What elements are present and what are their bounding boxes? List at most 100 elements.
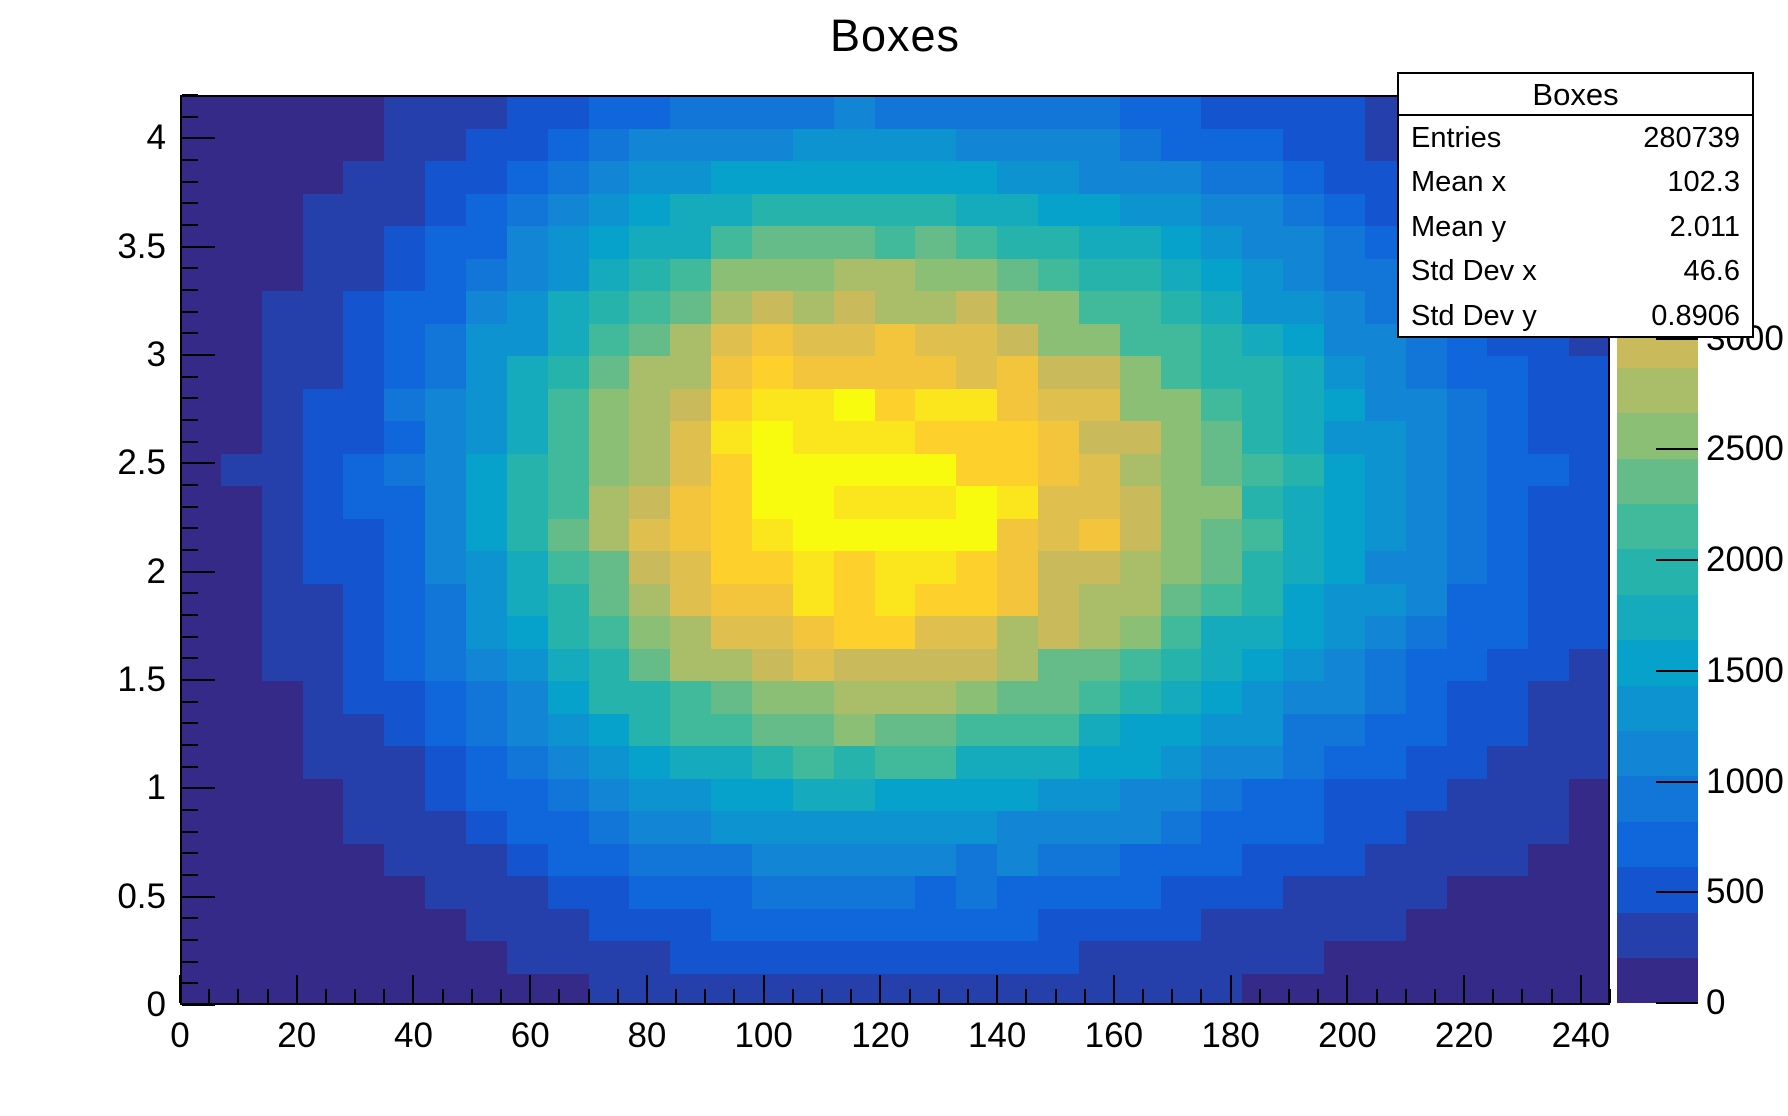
heatmap-cell [1487, 745, 1530, 779]
heatmap-cell [1119, 647, 1162, 681]
heatmap-cell [1078, 582, 1121, 616]
heatmap-cell [1160, 777, 1203, 811]
heatmap-cell [343, 647, 386, 681]
heatmap-cell [547, 387, 590, 421]
heatmap-cell [384, 290, 427, 324]
heatmap-cell [1283, 387, 1325, 421]
heatmap-cell [1078, 810, 1121, 844]
heatmap-cell [1038, 97, 1080, 129]
heatmap-cell [833, 517, 876, 551]
heatmap-cell [182, 160, 222, 194]
axis-tick [182, 766, 198, 768]
heatmap-cell [1160, 420, 1203, 454]
heatmap-cell [629, 745, 672, 779]
heatmap-cell [343, 550, 386, 584]
heatmap-cell [956, 160, 999, 194]
heatmap-cell [1119, 160, 1162, 194]
heatmap-cell [711, 940, 753, 974]
heatmap-cell [792, 875, 835, 909]
heatmap-cell [1569, 615, 1608, 649]
axis-tick [442, 989, 444, 1003]
heatmap-cell [547, 192, 590, 226]
heatmap-cell [220, 355, 263, 389]
heatmap-cell [182, 97, 222, 129]
axis-tick [938, 989, 940, 1003]
heatmap-cell [1160, 257, 1203, 291]
heatmap-cell [874, 485, 917, 519]
heatmap-cell [261, 387, 304, 421]
heatmap-cell [588, 907, 631, 941]
heatmap-cell [1078, 355, 1121, 389]
heatmap-cell [343, 940, 386, 974]
heatmap-cell [997, 420, 1039, 454]
heatmap-cell [670, 192, 713, 226]
heatmap-cell [792, 550, 835, 584]
heatmap-cell [1201, 192, 1244, 226]
heatmap-cell [466, 387, 508, 421]
heatmap-cell [1569, 582, 1608, 616]
axis-tick [182, 267, 198, 269]
heatmap-cell [629, 647, 672, 681]
heatmap-cell [997, 225, 1039, 259]
heatmap-cell [752, 452, 794, 486]
heatmap-cell [343, 160, 386, 194]
y-axis-tick-label: 4 [146, 118, 166, 158]
axis-tick [763, 975, 765, 1003]
heatmap-cell [1569, 712, 1608, 746]
heatmap-cell [1324, 940, 1366, 974]
heatmap-cell [629, 615, 672, 649]
y-axis-tick-label: 0 [146, 985, 166, 1024]
heatmap-cell [220, 647, 263, 681]
heatmap-cell [425, 550, 467, 584]
heatmap-cell [629, 907, 672, 941]
heatmap-cell [1405, 972, 1448, 1003]
heatmap-cell [1283, 842, 1325, 876]
heatmap-cell [466, 615, 508, 649]
x-axis-tick-label: 240 [1551, 1016, 1611, 1055]
y-axis-tick-label: 1.5 [117, 660, 166, 699]
heatmap-cell [956, 290, 999, 324]
heatmap-cell [1324, 745, 1366, 779]
heatmap-cell [182, 355, 222, 389]
heatmap-cell [343, 192, 386, 226]
heatmap-cell [220, 615, 263, 649]
axis-tick [909, 989, 911, 1003]
heatmap-cell [1160, 160, 1203, 194]
heatmap-cell [956, 97, 999, 129]
heatmap-cell [588, 387, 631, 421]
heatmap-cell [182, 907, 222, 941]
heatmap-cell [1364, 615, 1407, 649]
heatmap-cell [711, 875, 753, 909]
heatmap-cell [220, 160, 263, 194]
heatmap-cell [711, 777, 753, 811]
heatmap-cell [956, 745, 999, 779]
heatmap-cell [915, 810, 958, 844]
x-axis-tick-label: 20 [277, 1016, 317, 1055]
heatmap-cell [1119, 940, 1162, 974]
heatmap-cell [1446, 777, 1489, 811]
heatmap-cell [384, 875, 427, 909]
heatmap-cell [261, 615, 304, 649]
heatmap-cell [1324, 810, 1366, 844]
axis-tick [996, 975, 998, 1003]
heatmap-cell [302, 322, 345, 356]
stats-row: Mean x 102.3 [1399, 161, 1752, 206]
axis-tick [1055, 989, 1057, 1003]
heatmap-cell [1078, 550, 1121, 584]
heatmap-cell [425, 842, 467, 876]
heatmap-cell [506, 192, 549, 226]
heatmap-cell [670, 257, 713, 291]
heatmap-cell [956, 225, 999, 259]
heatmap-cell [874, 550, 917, 584]
heatmap-cell [915, 355, 958, 389]
heatmap-cell [343, 97, 386, 129]
heatmap-cell [1078, 680, 1121, 714]
heatmap-cell [792, 680, 835, 714]
heatmap-cell [1324, 907, 1366, 941]
heatmap-cell [956, 680, 999, 714]
axis-tick [182, 982, 198, 984]
heatmap-cell [547, 290, 590, 324]
heatmap-cell [506, 355, 549, 389]
axis-tick [1200, 989, 1202, 1003]
axis-tick [325, 989, 327, 1003]
